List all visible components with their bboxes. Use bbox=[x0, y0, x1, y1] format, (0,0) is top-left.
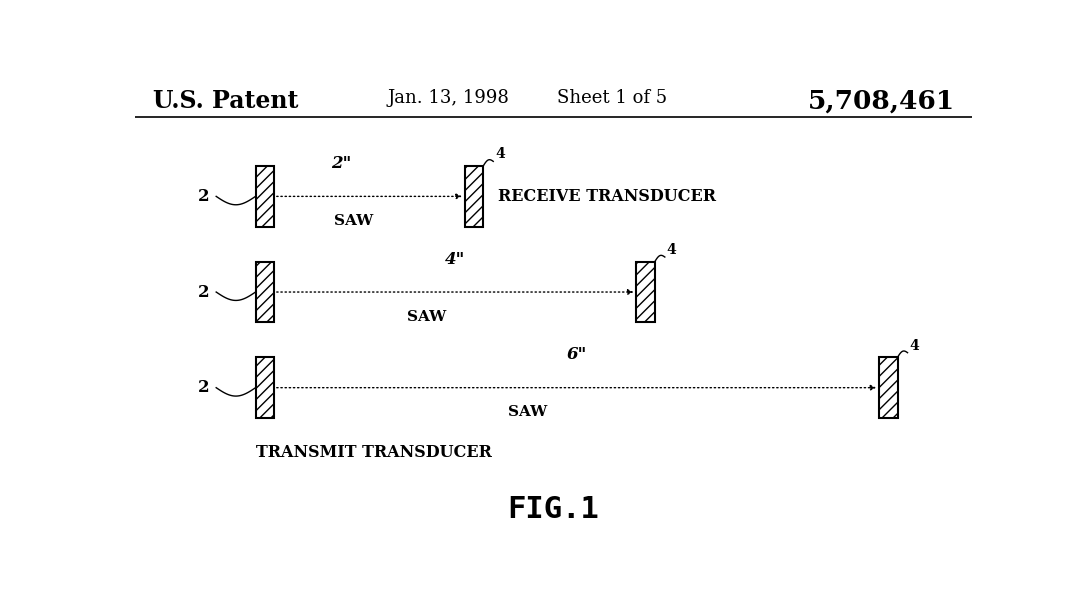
Text: U.S. Patent: U.S. Patent bbox=[153, 89, 299, 113]
Text: SAW: SAW bbox=[335, 214, 374, 228]
Text: 2: 2 bbox=[198, 188, 210, 205]
Bar bbox=[256, 358, 274, 418]
Text: 5,708,461: 5,708,461 bbox=[808, 89, 956, 114]
Text: 4: 4 bbox=[495, 147, 504, 161]
Text: Sheet 1 of 5: Sheet 1 of 5 bbox=[557, 89, 667, 107]
Text: 6": 6" bbox=[566, 347, 586, 364]
Text: 2: 2 bbox=[198, 284, 210, 301]
Bar bbox=[636, 262, 654, 322]
Text: 4: 4 bbox=[666, 243, 676, 257]
Bar bbox=[256, 262, 274, 322]
Text: TRANSMIT TRANSDUCER: TRANSMIT TRANSDUCER bbox=[256, 444, 491, 461]
Text: 4": 4" bbox=[445, 251, 465, 268]
Text: SAW: SAW bbox=[406, 310, 446, 324]
Text: Jan. 13, 1998: Jan. 13, 1998 bbox=[388, 89, 510, 107]
Text: RECEIVE TRANSDUCER: RECEIVE TRANSDUCER bbox=[498, 188, 716, 205]
Bar bbox=[464, 166, 483, 227]
Text: 4: 4 bbox=[909, 339, 919, 353]
Bar bbox=[256, 166, 274, 227]
Text: 2": 2" bbox=[330, 155, 351, 172]
Bar bbox=[879, 358, 897, 418]
Text: FIG.1: FIG.1 bbox=[508, 494, 599, 524]
Text: SAW: SAW bbox=[509, 405, 548, 419]
Text: 2: 2 bbox=[198, 379, 210, 396]
